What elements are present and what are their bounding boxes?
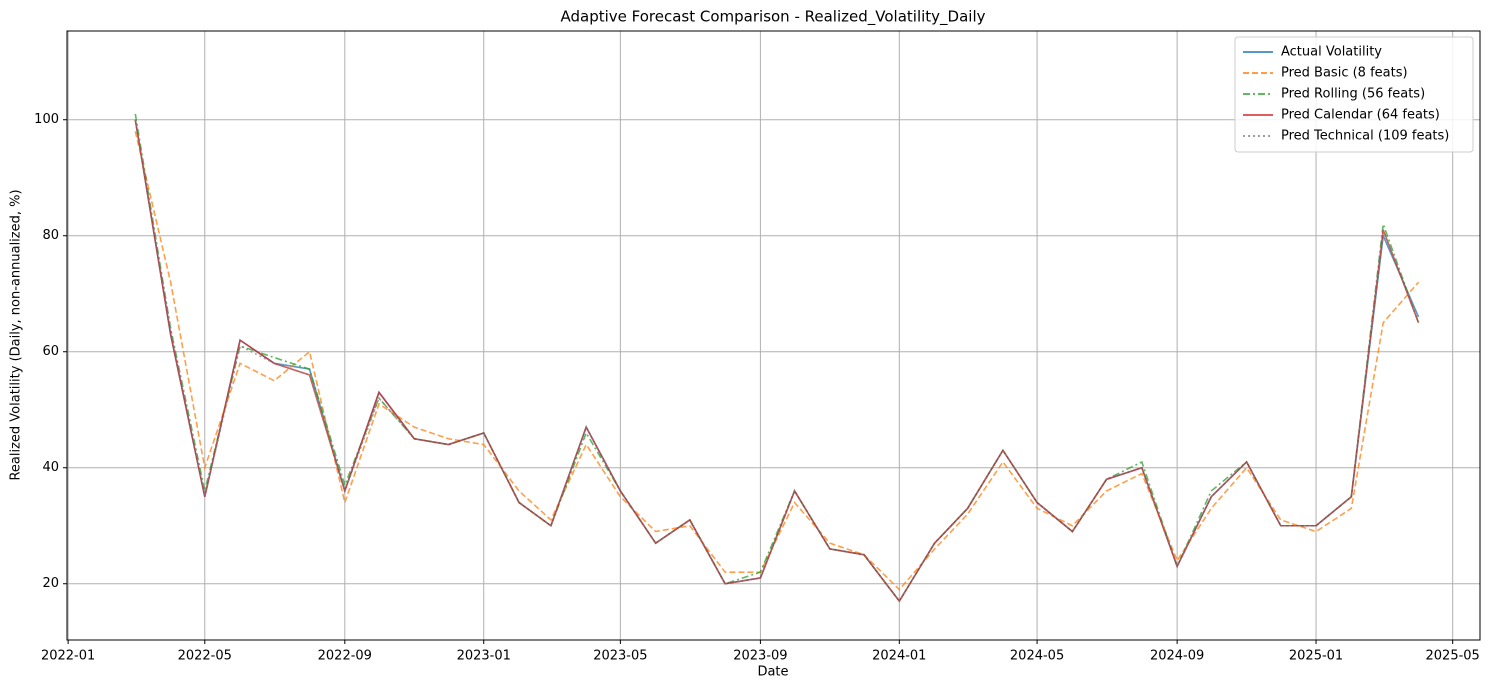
legend-label: Pred Technical (109 feats) [1281,129,1449,144]
x-tick-label: 2024-09 [1150,649,1204,664]
series-line [134,119,1420,603]
series-line [134,119,1420,603]
series-line [134,119,1420,603]
x-tick-label: 2023-05 [593,649,647,664]
x-tick-label: 2025-05 [1426,649,1480,664]
series-line [134,113,1420,603]
x-tick-label: 2025-01 [1289,649,1343,664]
y-tick-label: 60 [42,344,59,359]
x-tick-label: 2023-09 [733,649,787,664]
y-tick-label: 40 [42,460,59,475]
legend-label: Actual Volatility [1281,45,1382,60]
y-axis-label: Realized Volatility (Daily, non-annualiz… [9,189,24,480]
legend-box [1234,36,1474,153]
x-tick-label: 2024-01 [872,649,926,664]
x-tick-label: 2022-01 [41,649,95,664]
x-tick-label: 2023-01 [457,649,511,664]
x-tick-label: 2022-05 [178,649,232,664]
legend-label: Pred Calendar (64 feats) [1281,108,1440,123]
y-tick-label: 80 [42,228,59,243]
chart-title: Adaptive Forecast Comparison - Realized_… [560,8,985,27]
y-tick-label: 100 [34,112,59,127]
plot-frame [66,30,1481,641]
y-tick-label: 20 [42,576,59,591]
legend-label: Pred Basic (8 feats) [1281,66,1408,81]
x-axis-label: Date [757,665,788,680]
legend-label: Pred Rolling (56 feats) [1281,87,1425,102]
x-tick-label: 2024-05 [1010,649,1064,664]
series-line [134,131,1420,591]
x-tick-label: 2022-09 [318,649,372,664]
legend: Actual Volatility Pred Basic (8 feats) Pre… [1234,36,1474,153]
